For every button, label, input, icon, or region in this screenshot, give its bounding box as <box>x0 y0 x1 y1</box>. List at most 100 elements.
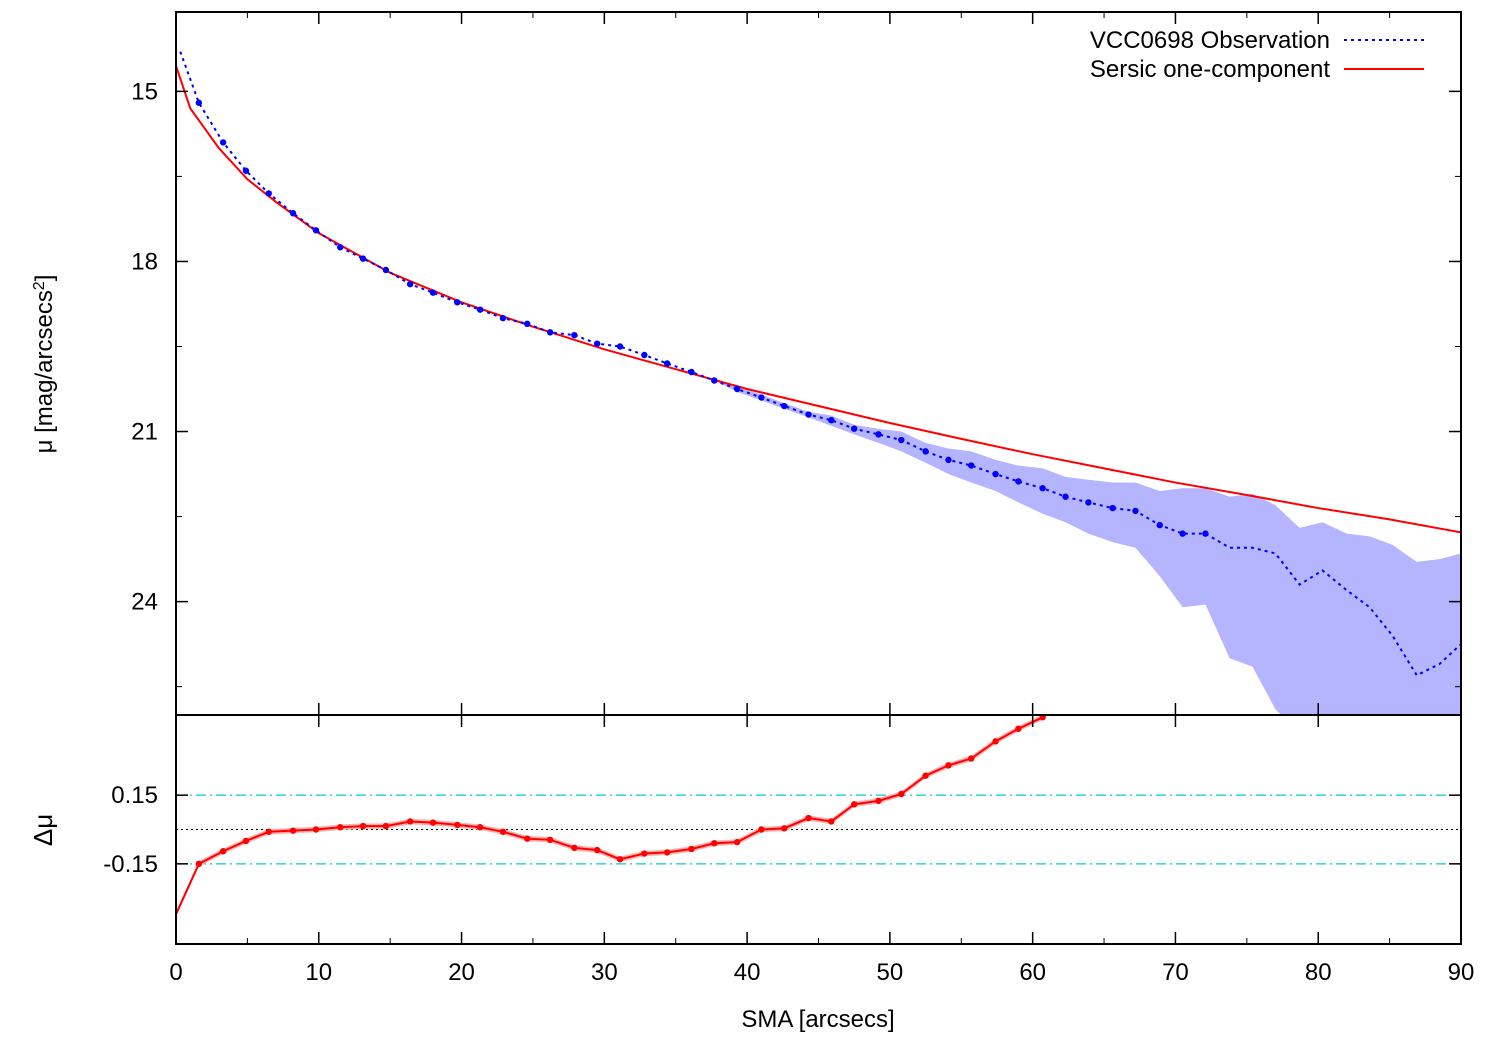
observation-point <box>312 227 320 234</box>
residual-point <box>242 837 250 845</box>
observation-point <box>875 431 882 438</box>
residual-point <box>968 755 975 762</box>
bottom-panel: 0.15 -0.15 0 10 20 30 40 50 60 70 80 90 Δμ SMA [ar… <box>28 12 1474 1033</box>
top-y-axis-label: μ [mag/arcsecs2] <box>31 275 59 454</box>
residual-point <box>992 738 999 745</box>
residual-point <box>663 849 671 856</box>
observation-point <box>476 306 484 313</box>
residual-point <box>571 844 578 852</box>
observation-point <box>219 139 227 146</box>
residual-point <box>922 772 929 779</box>
observation-point <box>711 377 718 384</box>
residual-band <box>176 715 1043 917</box>
residual-point <box>382 822 390 830</box>
residual-point <box>454 821 461 829</box>
observation-point <box>805 411 812 418</box>
observation-point <box>406 280 414 288</box>
observation-point <box>781 402 788 410</box>
observation-point <box>616 343 624 350</box>
residual-point <box>429 819 437 826</box>
y-tick-label: 21 <box>131 419 158 446</box>
residual-point <box>312 826 320 833</box>
bottom-panel-frame <box>175 714 1462 945</box>
residual-point <box>781 825 788 832</box>
observation-point <box>1202 530 1209 537</box>
observation-point <box>968 462 975 469</box>
observation-point <box>546 329 554 336</box>
x-tick-label: 90 <box>1448 959 1475 986</box>
residual-point <box>195 860 203 868</box>
x-tick-label: 0 <box>169 959 182 986</box>
observation-point <box>429 289 437 296</box>
x-tick-label: 50 <box>877 959 904 986</box>
observation-point <box>524 320 531 328</box>
observation-point <box>850 425 858 432</box>
observation-point <box>688 368 695 376</box>
residual-point <box>805 814 812 822</box>
observation-point <box>1179 530 1186 537</box>
observation-point <box>499 314 507 322</box>
observation-point <box>336 244 344 251</box>
x-tick-label: 20 <box>448 959 475 986</box>
residual-point <box>711 840 718 847</box>
x-tick-label: 40 <box>734 959 761 986</box>
residual-point <box>265 828 273 835</box>
x-tick-label: 70 <box>1162 959 1189 986</box>
observation-line <box>179 51 1461 677</box>
residual-point <box>616 856 624 863</box>
observation-point <box>992 470 999 478</box>
residual-point <box>688 845 695 853</box>
x-tick-label: 80 <box>1305 959 1332 986</box>
observation-point <box>265 190 273 197</box>
residual-point <box>593 846 601 854</box>
residual-point <box>828 818 835 825</box>
x-tick-label: 60 <box>1019 959 1046 986</box>
y-tick-label: 18 <box>131 248 158 275</box>
residual-point <box>1039 715 1046 721</box>
x-axis-ticks: 0 10 20 30 40 50 60 70 80 90 <box>169 12 1474 986</box>
observation-point <box>359 255 367 262</box>
bottom-plot-area <box>176 715 1461 917</box>
legend-label: Sersic one-component <box>1090 56 1330 83</box>
residual-point <box>546 836 554 844</box>
observation-point <box>1039 485 1046 492</box>
observation-point <box>1109 504 1116 512</box>
x-axis-label: SMA [arcsecs] <box>741 1006 894 1033</box>
residual-point <box>499 828 507 835</box>
residual-line <box>176 716 1044 915</box>
observation-point <box>1015 478 1022 485</box>
residual-point <box>850 801 858 808</box>
y-tick-label: 24 <box>131 589 158 616</box>
observation-point <box>593 340 601 347</box>
legend-label: VCC0698 Observation <box>1090 27 1330 54</box>
observation-point <box>1085 499 1092 506</box>
top-y-ticks: 15 18 21 24 <box>131 78 1461 688</box>
residual-point <box>359 822 367 830</box>
residual-point <box>1015 725 1022 732</box>
observation-point <box>898 436 905 444</box>
residual-point <box>898 790 905 798</box>
observation-point <box>922 448 929 455</box>
observation-point <box>242 167 250 174</box>
bottom-y-ticks: 0.15 -0.15 <box>103 782 1461 878</box>
x-tick-label: 10 <box>305 959 332 986</box>
observation-point <box>382 266 390 274</box>
y-tick-label: 0.15 <box>111 782 158 809</box>
observation-point <box>945 456 952 464</box>
x-tick-label: 30 <box>591 959 618 986</box>
observation-point <box>758 394 765 401</box>
observation-point <box>733 385 741 393</box>
residual-point <box>219 848 227 855</box>
observation-point <box>289 210 297 217</box>
residual-point <box>406 818 414 825</box>
residual-point <box>875 797 882 805</box>
residual-point <box>641 850 648 857</box>
bottom-y-axis-label: Δμ <box>28 814 58 846</box>
observation-point <box>571 331 578 339</box>
residual-point <box>945 762 952 769</box>
residual-point <box>336 824 344 831</box>
y-tick-label: 15 <box>131 78 158 105</box>
